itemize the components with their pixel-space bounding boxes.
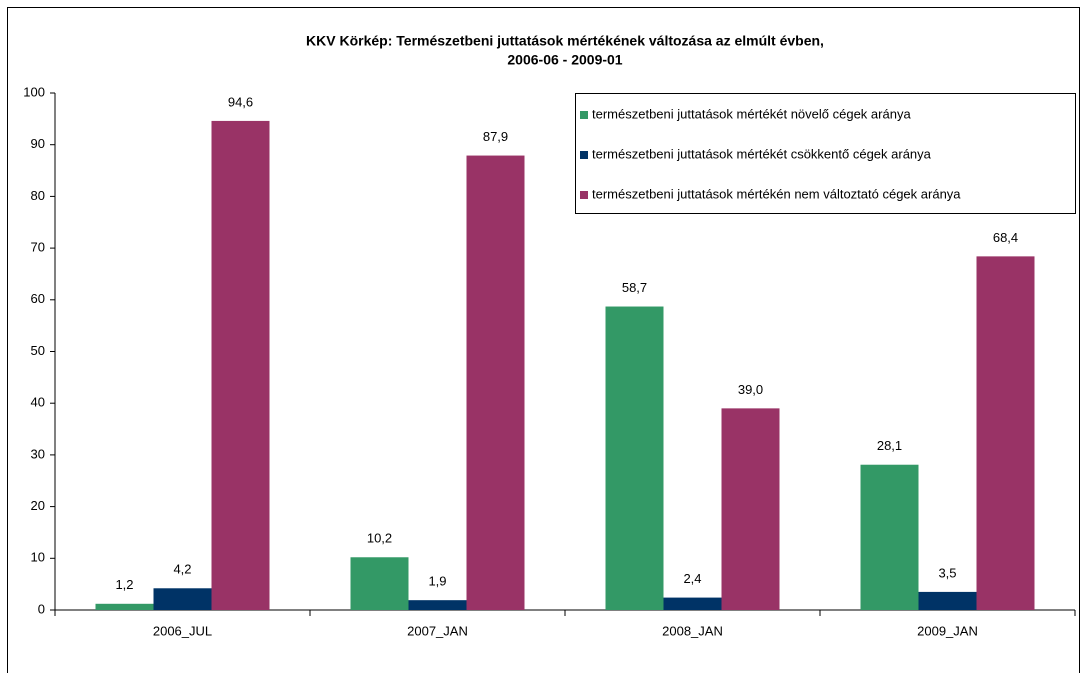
bar (721, 408, 780, 610)
y-tick-label: 80 (31, 188, 45, 203)
y-tick-label: 100 (23, 84, 45, 99)
bar (211, 120, 270, 610)
value-label: 4,2 (173, 562, 191, 577)
bar (350, 557, 409, 610)
y-tick-label: 40 (31, 395, 45, 410)
value-label: 68,4 (993, 230, 1018, 245)
bar (153, 588, 212, 610)
y-tick-label: 90 (31, 136, 45, 151)
value-label: 2,4 (683, 571, 701, 586)
y-tick-label: 20 (31, 498, 45, 513)
value-label: 10,2 (367, 531, 392, 546)
chart-title: KKV Körkép: Természetbeni juttatások mér… (306, 33, 824, 49)
y-tick-label: 10 (31, 550, 45, 565)
bar (976, 256, 1035, 610)
chart-border (7, 7, 1080, 673)
y-tick-label: 50 (31, 343, 45, 358)
x-tick-label: 2007_JAN (407, 623, 468, 638)
legend-swatch (580, 191, 588, 199)
y-tick-label: 0 (38, 601, 45, 616)
bar (466, 155, 525, 610)
bar (860, 464, 919, 610)
value-label: 28,1 (877, 438, 902, 453)
value-label: 3,5 (938, 565, 956, 580)
legend-label: természetbeni juttatások mértékét csökke… (592, 146, 932, 161)
y-tick-label: 30 (31, 446, 45, 461)
bar (95, 603, 154, 610)
value-label: 94,6 (228, 94, 253, 109)
bar (663, 597, 722, 610)
x-tick-label: 2009_JAN (917, 623, 978, 638)
y-tick-label: 70 (31, 240, 45, 255)
x-tick-label: 2006_JUL (153, 623, 212, 638)
legend-label: természetbeni juttatások mértékét növelő… (592, 106, 911, 121)
value-label: 39,0 (738, 382, 763, 397)
legend-box (575, 93, 1076, 214)
y-tick-label: 60 (31, 291, 45, 306)
bar (408, 600, 467, 610)
value-label: 1,9 (428, 574, 446, 589)
legend-swatch (580, 111, 588, 119)
legend-swatch (580, 151, 588, 159)
bar (605, 306, 664, 610)
value-label: 87,9 (483, 129, 508, 144)
bar (918, 591, 977, 610)
legend-label: természetbeni juttatások mértékén nem vá… (592, 186, 961, 201)
value-label: 1,2 (115, 577, 133, 592)
chart-title: 2006-06 - 2009-01 (507, 52, 622, 68)
value-label: 58,7 (622, 280, 647, 295)
x-tick-label: 2008_JAN (662, 623, 723, 638)
